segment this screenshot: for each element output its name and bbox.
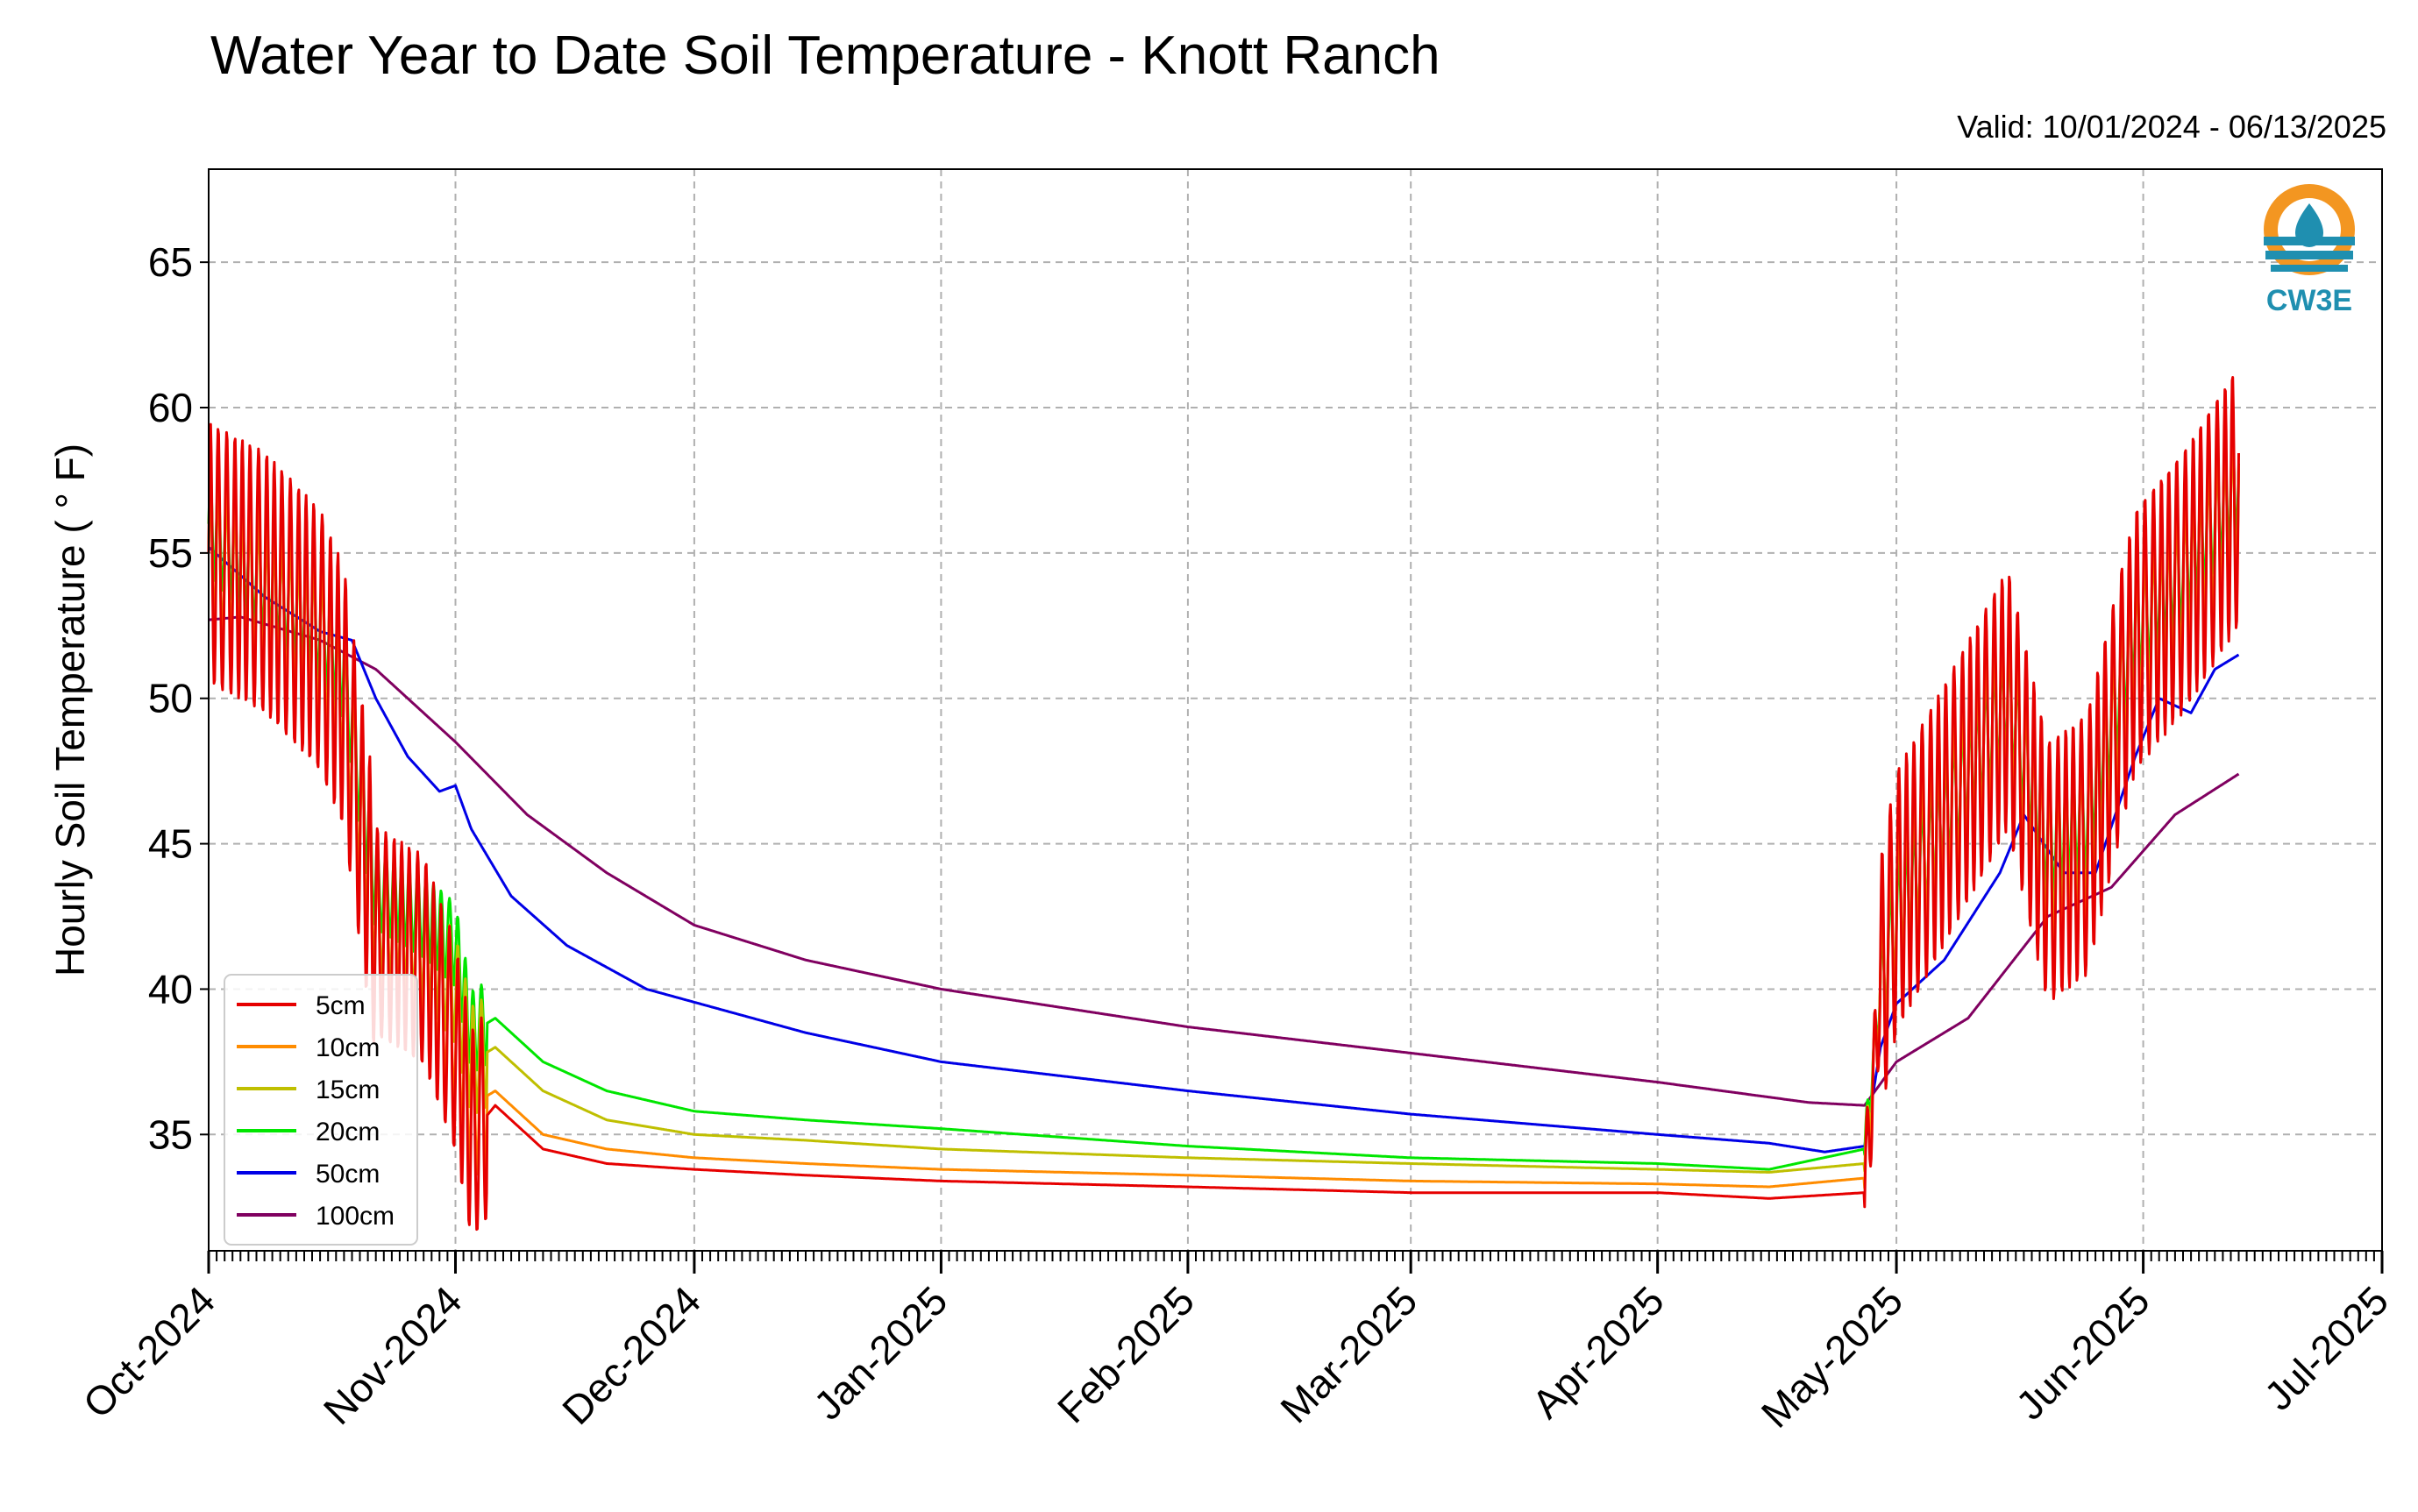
x-minor-ticks [208, 1251, 2383, 1261]
y-tick-label: 35 [148, 1111, 193, 1157]
y-tick-label: 50 [148, 676, 193, 721]
legend-label-15cm: 15cm [316, 1075, 380, 1104]
plot-frame [208, 168, 2383, 1252]
chart-title: Water Year to Date Soil Temperature - Kn… [210, 25, 1440, 86]
x-tick-label: Jun-2025 [2007, 1277, 2158, 1428]
series-line-50cm [208, 546, 2240, 1154]
x-tick-label: Feb-2025 [1049, 1277, 1203, 1431]
legend: 5cm 10cm 15cm 20cm 50cm 100cm [224, 974, 418, 1246]
cw3e-logo: CW3E [2264, 184, 2355, 317]
legend-label-50cm: 50cm [316, 1160, 380, 1189]
y-tick-label: 55 [148, 530, 193, 576]
x-tick-label: May-2025 [1753, 1277, 1911, 1436]
legend-box [224, 974, 418, 1246]
x-tick-label: Apr-2025 [1523, 1277, 1673, 1427]
y-tick-label: 65 [148, 239, 193, 285]
logo-text: CW3E [2266, 284, 2352, 317]
logo-waves [2264, 237, 2355, 272]
legend-label-5cm: 5cm [316, 991, 366, 1020]
y-axis-label: Hourly Soil Temperature ( ° F) [47, 444, 93, 976]
x-tick-label: Nov-2024 [315, 1277, 471, 1433]
x-tick-label: Jan-2025 [805, 1277, 956, 1428]
y-tick-label: 40 [148, 966, 193, 1012]
logo-drop-icon [2295, 203, 2323, 247]
x-tick-label: Jul-2025 [2256, 1277, 2398, 1419]
x-tick-label: Mar-2025 [1271, 1277, 1426, 1431]
x-tick-label: Oct-2024 [75, 1277, 224, 1427]
series-lines [207, 376, 2240, 1232]
series-line-100cm [208, 615, 2240, 1107]
series-line-15cm [207, 435, 2240, 1174]
legend-label-100cm: 100cm [316, 1202, 395, 1231]
y-tick-label: 60 [148, 385, 193, 430]
series-line-20cm [207, 437, 2240, 1171]
grid-lines [208, 169, 2383, 1251]
legend-label-10cm: 10cm [316, 1033, 380, 1062]
series-line-5cm [207, 376, 2240, 1232]
y-tick-label: 45 [148, 821, 193, 867]
legend-label-20cm: 20cm [316, 1118, 380, 1146]
valid-date-range: Valid: 10/01/2024 - 06/13/2025 [1957, 109, 2386, 145]
x-tick-label: Dec-2024 [553, 1277, 709, 1433]
